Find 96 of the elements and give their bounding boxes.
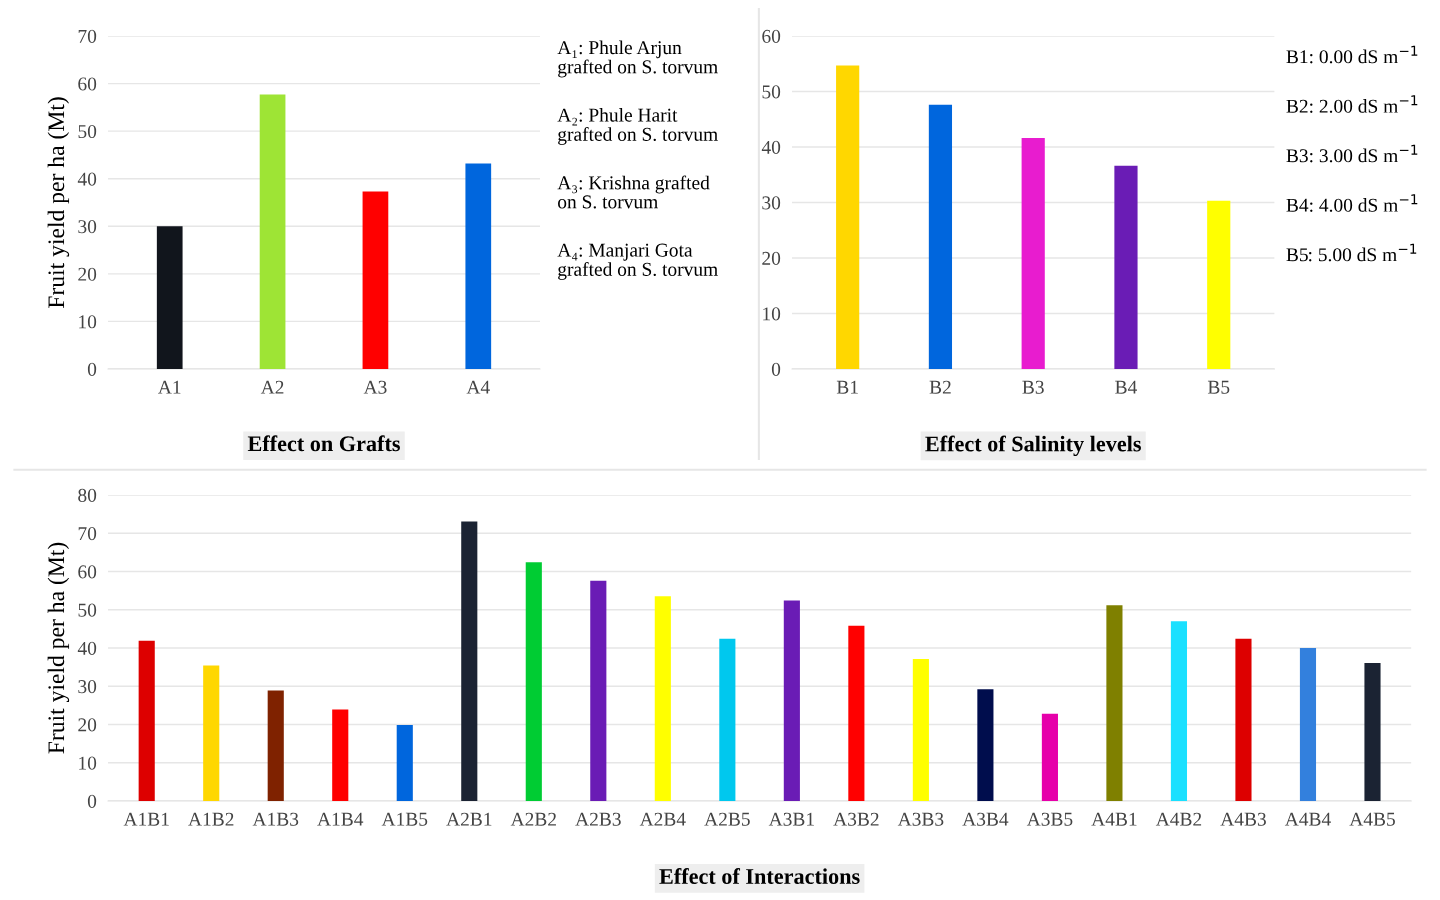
bar	[1041, 713, 1058, 801]
bar	[1170, 621, 1188, 801]
x-tick-label: A1B5	[381, 812, 428, 826]
y-tick-label: 20	[78, 718, 97, 732]
y-tick-label: 0	[87, 362, 97, 376]
y-tick-label: 10	[763, 307, 781, 321]
bar	[836, 65, 860, 369]
text: B2: 2.00 dS m$^{−1}$	[1286, 95, 1418, 113]
x-tick-label: A4B2	[1155, 812, 1202, 826]
bar	[928, 104, 953, 369]
bar	[332, 709, 349, 801]
text: B4: 4.00 dS m$^{−1}$	[1286, 194, 1418, 212]
x-tick-label: A4	[466, 380, 490, 394]
bar	[1364, 662, 1381, 801]
y-tick-label: 40	[77, 641, 97, 655]
y-tick-label: 40	[761, 140, 781, 154]
x-tick-label: B4	[1115, 380, 1138, 394]
x-tick-label: A2B1	[446, 812, 492, 826]
bar	[465, 163, 492, 369]
y-tick-label: 0	[87, 794, 97, 808]
bar	[1021, 138, 1045, 369]
bar	[654, 596, 671, 801]
y-tick-label: 70	[78, 29, 97, 43]
x-tick-label: A2B5	[704, 812, 750, 826]
bar	[1207, 200, 1231, 369]
y-tick-label: 10	[79, 756, 97, 770]
y-axis-title: Fruit yield per ha (Mt)	[47, 97, 70, 309]
y-axis-title: Fruit yield per ha (Mt)	[47, 542, 70, 754]
text: A₁: Phule Arjun grafted on S. torvum	[557, 40, 718, 78]
text: Effect on Grafts	[247, 435, 400, 452]
x-tick-label: A1B4	[317, 812, 364, 826]
x-tick-label: A4B1	[1091, 812, 1137, 826]
bar	[461, 521, 478, 801]
y-tick-label: 50	[78, 124, 97, 139]
bar	[396, 724, 413, 801]
y-tick-label: 80	[78, 488, 97, 502]
x-tick-label: A2B4	[639, 812, 686, 826]
bar	[525, 562, 542, 801]
text: Effect of Salinity levels	[925, 435, 1141, 457]
y-tick-label: 60	[762, 29, 781, 43]
y-tick-label: 30	[78, 220, 97, 234]
x-tick-label: A3B4	[962, 812, 1009, 826]
x-tick-label: A1B2	[188, 812, 234, 826]
x-tick-label: B5	[1207, 380, 1230, 394]
y-tick-label: 10	[79, 315, 97, 329]
x-tick-label: A4B5	[1349, 812, 1395, 826]
bar	[719, 638, 736, 801]
text: A₂: Phule Harit grafted on S. torvum	[557, 108, 718, 145]
text: A₄: Manjari Gota grafted on S. torvum	[557, 243, 718, 280]
y-tick-label: 50	[762, 85, 781, 99]
x-tick-label: A3B2	[833, 812, 879, 826]
bar	[912, 659, 929, 801]
text: A₃: Krishna grafted on S. torvum	[557, 175, 710, 209]
bar	[1106, 605, 1123, 801]
text: B3: 3.00 dS m$^{−1}$	[1286, 144, 1418, 163]
y-tick-label: 30	[78, 680, 97, 694]
x-tick-label: A4B4	[1284, 812, 1331, 826]
y-tick-label: 70	[78, 527, 97, 541]
text: B5: 5.00 dS m$^{−1}$	[1286, 243, 1417, 262]
x-tick-label: A3B1	[768, 812, 814, 826]
x-tick-label: A1B1	[123, 812, 169, 826]
text: Effect of Interactions	[659, 868, 860, 884]
x-tick-label: B1	[836, 380, 858, 394]
x-tick-label: A2	[260, 380, 284, 394]
x-tick-label: A1	[158, 380, 181, 394]
y-tick-label: 60	[78, 77, 97, 91]
text: B1: 0.00 dS m$^{−1}$	[1286, 45, 1418, 64]
y-tick-label: 40	[77, 172, 97, 186]
bar	[259, 94, 286, 369]
y-tick-label: 20	[78, 267, 97, 281]
x-tick-label: A2B2	[510, 812, 556, 826]
x-tick-label: B2	[929, 380, 951, 394]
x-tick-label: A1B3	[252, 812, 299, 826]
x-tick-label: A4B3	[1220, 812, 1266, 826]
bar	[138, 640, 155, 801]
bar	[1235, 638, 1252, 801]
bar	[1114, 165, 1138, 369]
y-tick-label: 0	[771, 362, 781, 376]
y-tick-label: 30	[762, 196, 781, 210]
y-tick-label: 50	[78, 603, 97, 617]
x-tick-label: A3B3	[897, 812, 944, 826]
bar	[977, 689, 994, 801]
bar	[783, 600, 800, 801]
x-tick-label: A3	[363, 380, 387, 394]
bar	[1299, 648, 1317, 801]
x-tick-label: A3B5	[1026, 812, 1073, 826]
bar	[590, 580, 607, 801]
x-tick-label: A2B3	[575, 812, 621, 826]
y-tick-label: 20	[762, 251, 781, 265]
bar	[203, 665, 220, 801]
bar	[156, 226, 183, 369]
bar	[267, 690, 284, 801]
x-tick-label: B3	[1022, 380, 1044, 394]
bar	[848, 625, 865, 801]
y-tick-label: 60	[78, 565, 97, 579]
bar	[362, 191, 389, 369]
